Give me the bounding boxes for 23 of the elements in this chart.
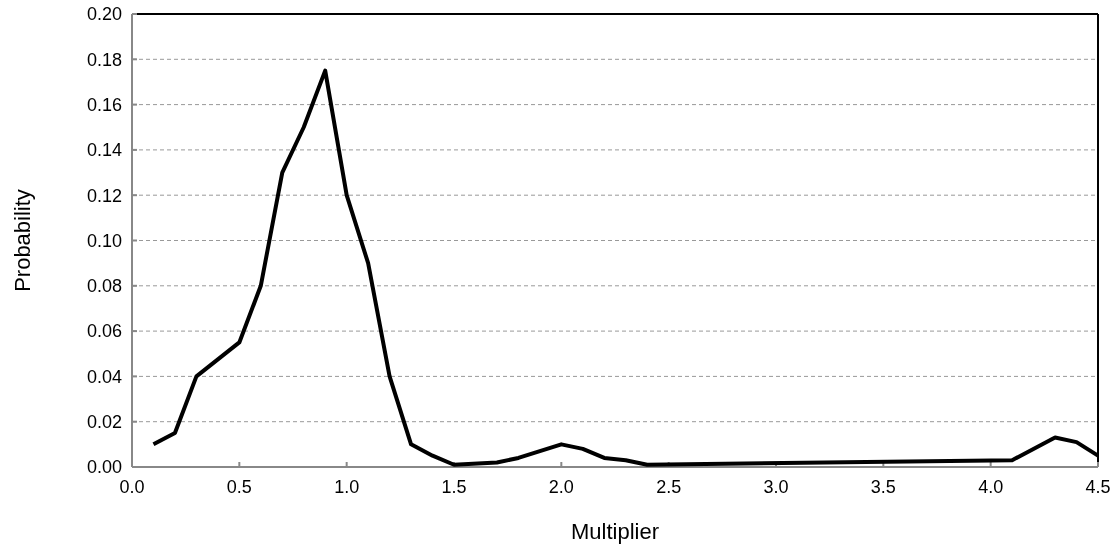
x-tick-label: 3.0 xyxy=(763,477,789,497)
x-tick-label: 4.0 xyxy=(978,477,1004,497)
x-tick-label: 1.5 xyxy=(441,477,467,497)
y-tick-label: 0.06 xyxy=(86,321,122,342)
y-tick-label: 0.20 xyxy=(86,4,122,25)
x-tick-label: 0.5 xyxy=(226,477,252,497)
x-axis-title: Multiplier xyxy=(570,519,660,544)
x-tick-label: 2.0 xyxy=(548,477,574,497)
y-tick-label: 0.14 xyxy=(86,140,122,161)
y-tick-label: 0.10 xyxy=(86,230,122,251)
x-tick-label: 3.5 xyxy=(870,477,896,497)
y-tick-label: 0.16 xyxy=(86,94,122,115)
x-tick-label: 0.0 xyxy=(119,477,145,497)
y-axis-title: Probability xyxy=(10,189,35,292)
y-tick-label: 0.02 xyxy=(86,412,122,432)
x-tick-label: 2.5 xyxy=(656,477,682,497)
y-tick-label: 0.08 xyxy=(86,276,122,297)
y-tick-label: 0.04 xyxy=(86,366,122,387)
x-tick-label: 1.0 xyxy=(334,477,360,497)
x-tick-label: 4.5 xyxy=(1085,477,1111,497)
y-tick-label: 0.12 xyxy=(86,185,122,206)
y-tick-label: 0.00 xyxy=(86,457,122,478)
y-tick-label: 0.18 xyxy=(86,49,122,70)
